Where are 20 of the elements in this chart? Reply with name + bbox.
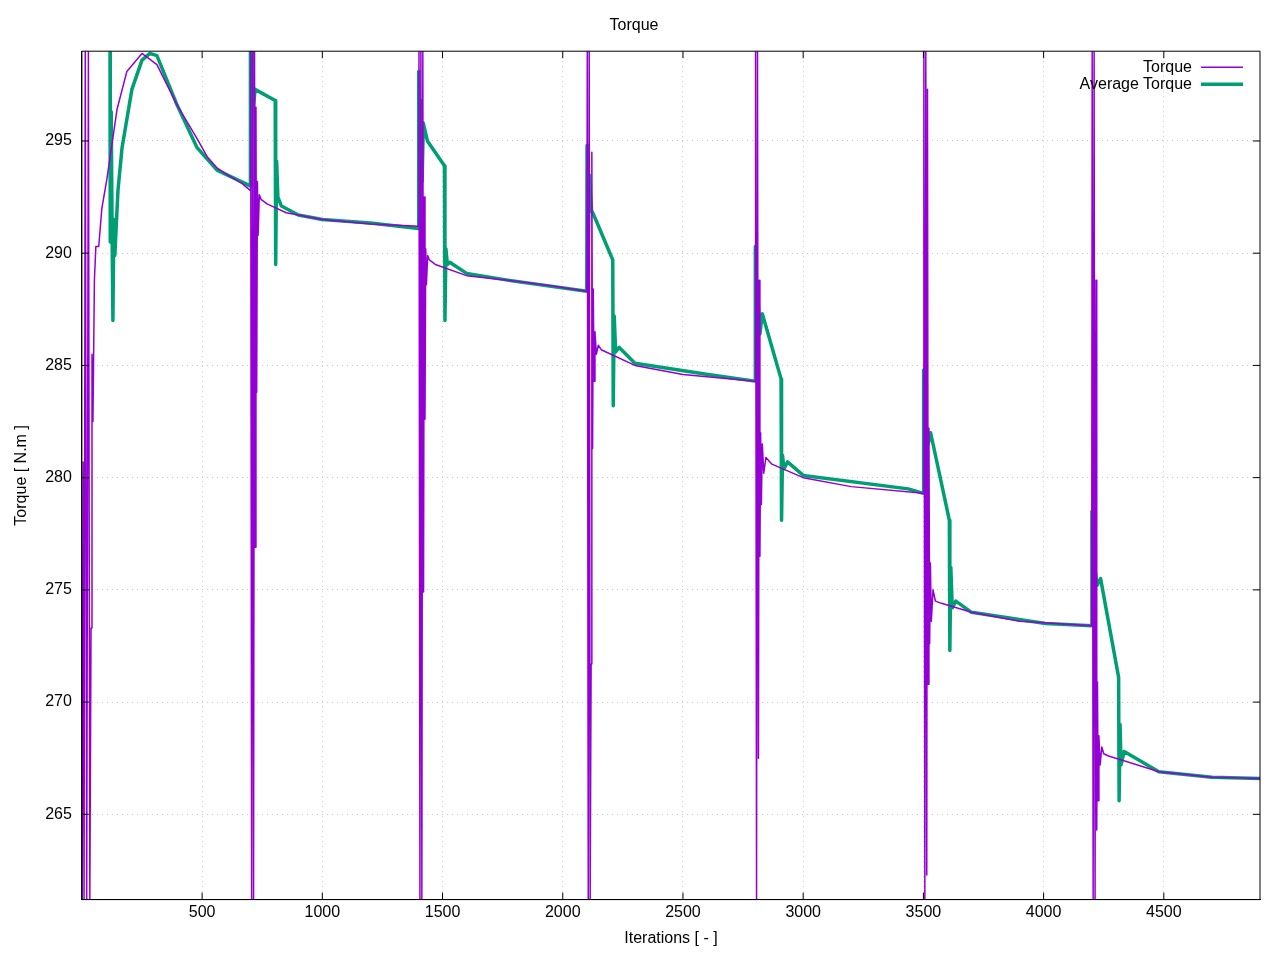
x-tick-label: 2500 bbox=[665, 902, 701, 920]
y-tick-label: 280 bbox=[45, 468, 72, 486]
chart-title: Torque bbox=[609, 16, 659, 34]
y-tick-label: 265 bbox=[45, 804, 72, 822]
x-tick-label: 3500 bbox=[905, 902, 942, 920]
x-tick-label: 3000 bbox=[785, 902, 822, 920]
x-tick-label: 500 bbox=[188, 902, 216, 920]
y-axis-title: Torque [ N.m ] bbox=[12, 425, 30, 526]
y-tick-label: 270 bbox=[45, 692, 72, 710]
y-tick-label: 275 bbox=[45, 580, 72, 598]
x-tick-label: 2000 bbox=[544, 902, 581, 920]
y-tick-label: 295 bbox=[45, 131, 72, 149]
x-tick-label: 1500 bbox=[424, 902, 461, 920]
y-tick-label: 290 bbox=[45, 243, 72, 261]
x-tick-label: 4500 bbox=[1146, 902, 1182, 920]
y-tick-label: 285 bbox=[45, 355, 72, 373]
x-tick-label: 4000 bbox=[1025, 902, 1062, 920]
legend-label: Torque bbox=[1143, 57, 1193, 75]
x-axis-title: Iterations [ - ] bbox=[624, 928, 718, 946]
x-tick-label: 1000 bbox=[304, 902, 341, 920]
